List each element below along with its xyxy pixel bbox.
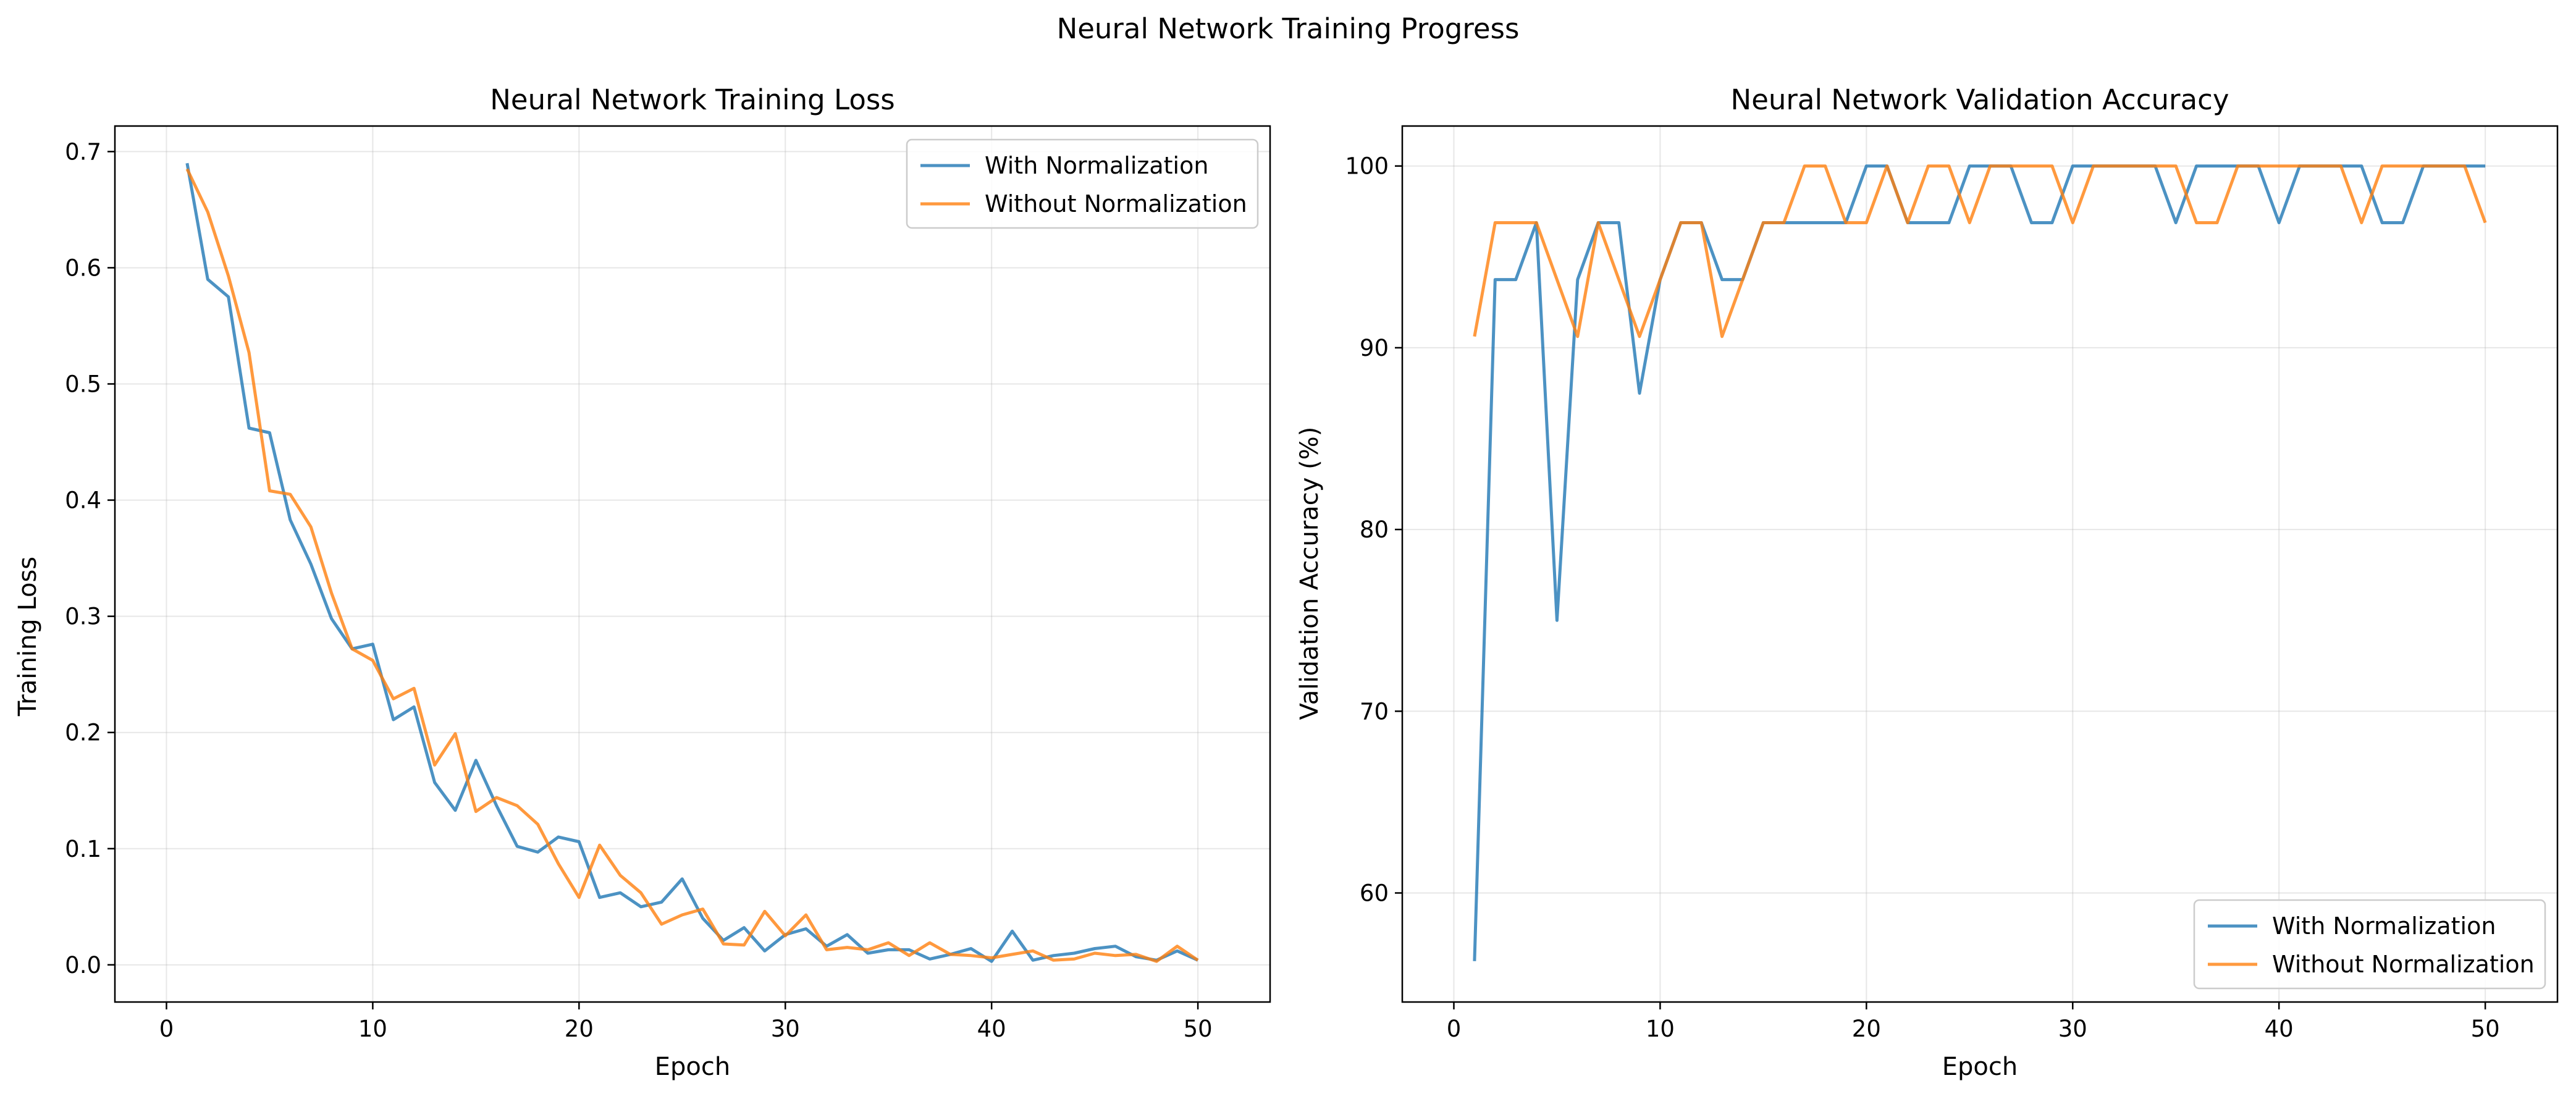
training-loss-title: Neural Network Training Loss [490,83,895,116]
validation-accuracy-grid [1402,126,2557,1002]
validation-accuracy-series-without-normalization [1473,164,2487,339]
validation-accuracy-ytick-label: 90 [1360,335,1389,361]
training-loss-legend-label-without-normalization: Without Normalization [985,190,1247,217]
training-loss-xtick-label: 10 [358,1016,387,1042]
validation-accuracy-xtick-label: 0 [1447,1016,1462,1042]
training-loss-ytick-label: 0.4 [65,487,101,514]
training-loss-ticks: 0 10 20 30 40 50 0.0 0.1 0.2 0.3 0.4 0.5 0.6 0.7 [65,138,1213,1042]
validation-accuracy-legend-label-with-normalization: With Normalization [2272,912,2496,940]
training-loss-xtick-label: 40 [977,1016,1006,1042]
validation-accuracy-lines [1473,164,2487,961]
training-loss-ytick-label: 0.2 [65,720,101,746]
validation-accuracy-legend-label-without-normalization: Without Normalization [2272,951,2535,978]
validation-accuracy-ylabel: Validation Accuracy (%) [1295,427,1324,720]
training-loss-ytick-label: 0.7 [65,138,101,165]
validation-accuracy-ytick-label: 100 [1345,153,1389,180]
validation-accuracy-xlabel: Epoch [1942,1053,2018,1081]
training-loss-grid [115,126,1270,1002]
training-loss-lines [185,162,1199,963]
validation-accuracy-title: Neural Network Validation Accuracy [1731,83,2229,116]
training-loss-ylabel: Training Loss [14,557,42,717]
validation-accuracy-series-with-normalization [1473,164,2486,961]
validation-accuracy-legend-box [2193,899,2546,990]
training-loss-chart: Neural Network Training Loss Epoch Train… [14,83,1271,1081]
validation-accuracy-xtick-label: 30 [2058,1016,2087,1042]
training-loss-series-without-normalization [185,168,1199,963]
validation-accuracy-ytick-label: 70 [1360,698,1389,725]
validation-accuracy-xtick-label: 40 [2265,1016,2294,1042]
training-loss-xtick-label: 50 [1184,1016,1213,1042]
training-loss-xtick-label: 30 [771,1016,800,1042]
training-loss-xlabel: Epoch [655,1053,730,1081]
training-loss-xtick-label: 0 [159,1016,174,1042]
figure-title: Neural Network Training Progress [1057,12,1520,45]
validation-accuracy-ticks: 0 10 20 30 40 50 60 70 80 90 100 [1345,153,2499,1042]
validation-accuracy-ytick-label: 80 [1360,516,1389,543]
validation-accuracy-chart: Neural Network Validation Accuracy Epoch… [1295,83,2559,1081]
training-loss-ytick-label: 0.3 [65,604,101,630]
validation-accuracy-xtick-label: 50 [2471,1016,2500,1042]
validation-accuracy-ytick-label: 60 [1360,880,1389,906]
training-loss-ytick-label: 0.6 [65,255,101,281]
training-loss-ytick-label: 0.0 [65,952,101,979]
training-loss-legend-box [906,138,1259,229]
training-loss-series-with-normalization [185,162,1199,963]
validation-accuracy-legend: With Normalization Without Normalization [2193,899,2546,990]
validation-accuracy-xtick-label: 10 [1646,1016,1675,1042]
training-loss-ytick-label: 0.5 [65,371,101,398]
training-loss-legend: With Normalization Without Normalization [906,138,1259,229]
validation-accuracy-plot-frame [1401,125,2559,1003]
validation-accuracy-xtick-label: 20 [1852,1016,1881,1042]
training-loss-xtick-label: 20 [565,1016,594,1042]
training-loss-plot-frame [114,125,1271,1003]
training-loss-ytick-label: 0.1 [65,836,101,862]
training-loss-legend-label-with-normalization: With Normalization [985,152,1208,179]
